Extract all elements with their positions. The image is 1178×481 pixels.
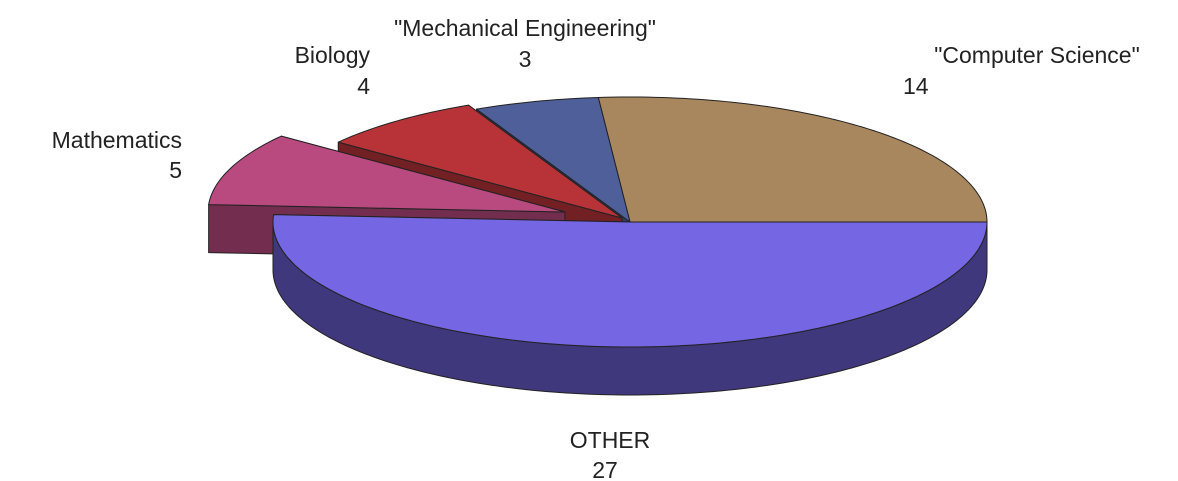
slice-label: "Computer Science": [934, 42, 1140, 68]
slice: [208, 135, 566, 213]
slice: [337, 104, 623, 219]
slice-value: 3: [519, 46, 532, 72]
slice-label: Biology: [295, 42, 371, 68]
slice-label: Mathematics: [52, 127, 182, 153]
slice-value: 27: [592, 457, 618, 481]
slice: [597, 96, 988, 223]
slice-value: 5: [169, 157, 182, 183]
slice: [272, 214, 988, 348]
slice: [475, 96, 631, 223]
slice-value: 14: [903, 73, 929, 99]
slice-value: 4: [357, 73, 370, 99]
slice-label: OTHER: [570, 427, 651, 453]
slice-label: "Mechanical Engineering": [394, 15, 656, 41]
